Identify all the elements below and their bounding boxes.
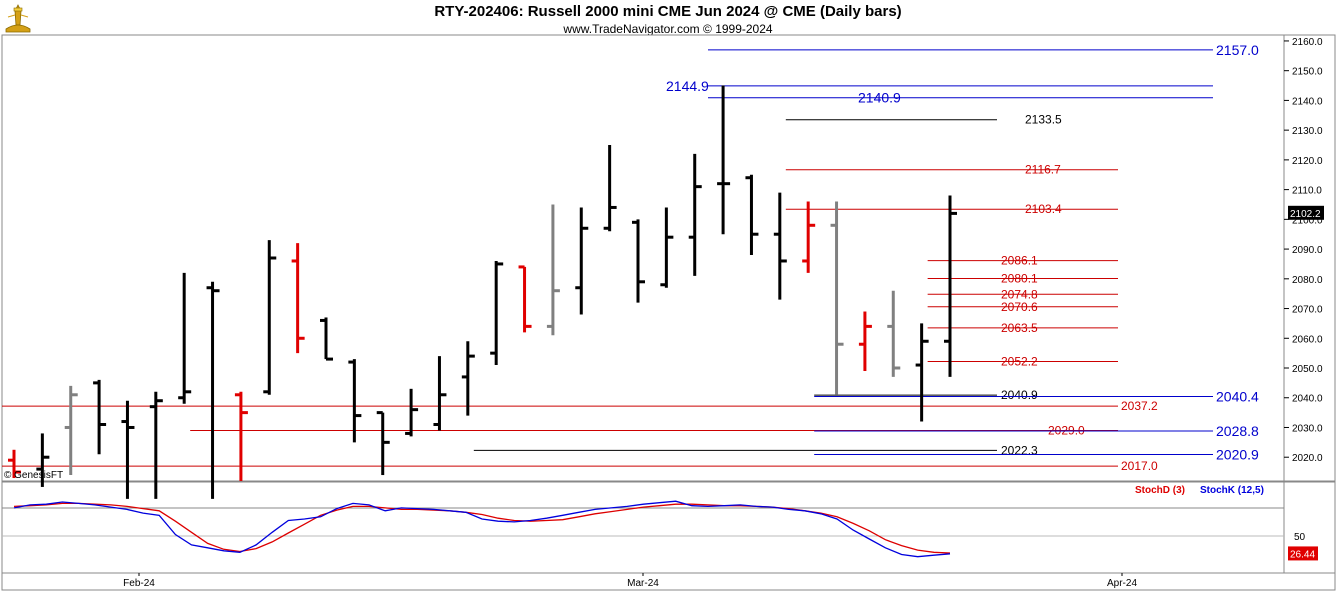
chart-subtitle: www.TradeNavigator.com © 1999-2024 <box>563 22 773 36</box>
level-label: 2133.5 <box>1025 113 1062 127</box>
last-price-label: 2102.2 <box>1290 209 1321 220</box>
level-label: 2086.1 <box>1001 254 1038 268</box>
stoch-value-box <box>1288 546 1318 561</box>
price-tick-label: 2020.0 <box>1292 453 1323 464</box>
level-label: 2070.6 <box>1001 300 1038 314</box>
level-label: 2052.2 <box>1001 354 1038 368</box>
level-label: 2157.0 <box>1216 42 1259 58</box>
level-label: 2020.9 <box>1216 447 1259 463</box>
level-label: 2063.5 <box>1001 321 1038 335</box>
price-tick-label: 2040.0 <box>1292 394 1323 405</box>
last-price-box <box>1288 205 1324 220</box>
legend-stochd: StochD (3) <box>1135 485 1185 496</box>
chart-title: RTY-202406: Russell 2000 mini CME Jun 20… <box>434 3 902 20</box>
level-label: 2022.3 <box>1001 443 1038 457</box>
level-label: 2140.9 <box>858 90 901 106</box>
stoch-k-line <box>13 500 951 558</box>
price-tick-label: 2080.0 <box>1292 275 1323 286</box>
level-label: 2017.0 <box>1121 459 1158 473</box>
price-tick-label: 2060.0 <box>1292 334 1323 345</box>
copyright-label: © GenesisFT <box>4 470 63 481</box>
price-tick-label: 2160.0 <box>1292 37 1323 48</box>
lighthouse-logo-icon <box>5 4 31 33</box>
price-tick-label: 2030.0 <box>1292 423 1323 434</box>
level-label: 2040.4 <box>1216 389 1259 405</box>
price-axis-panel <box>1283 34 1336 482</box>
price-tick-label: 2130.0 <box>1292 126 1323 137</box>
level-label: 2103.4 <box>1025 202 1062 216</box>
level-label: 2116.7 <box>1025 163 1061 177</box>
time-tick-label: Apr-24 <box>1107 578 1137 589</box>
level-label: 2029.0 <box>1048 423 1085 437</box>
price-tick-label: 2050.0 <box>1292 364 1323 375</box>
legend-stochk: StochK (12,5) <box>1200 485 1264 496</box>
price-tick-label: 2120.0 <box>1292 156 1323 167</box>
level-label: 2144.9 <box>666 78 709 94</box>
price-panel <box>1 34 1285 482</box>
price-tick-label: 2100.0 <box>1292 215 1323 226</box>
price-tick-label: 2110.0 <box>1292 186 1322 197</box>
level-label: 2037.2 <box>1121 399 1158 413</box>
stoch-tick-label: 50 <box>1294 532 1306 543</box>
level-label: 2040.9 <box>1001 388 1038 402</box>
time-axis-panel <box>1 572 1336 591</box>
price-tick-label: 2150.0 <box>1292 67 1323 78</box>
price-tick-label: 2090.0 <box>1292 245 1323 256</box>
level-label: 2028.8 <box>1216 423 1259 439</box>
stoch-value-label: 26.44 <box>1290 549 1315 560</box>
time-tick-label: Mar-24 <box>627 578 659 589</box>
level-label: 2080.1 <box>1001 272 1038 286</box>
price-tick-label: 2070.0 <box>1292 305 1323 316</box>
price-tick-label: 2140.0 <box>1292 96 1323 107</box>
stoch-panel <box>1 481 1285 574</box>
time-tick-label: Feb-24 <box>123 578 155 589</box>
level-label: 2074.8 <box>1001 287 1038 301</box>
